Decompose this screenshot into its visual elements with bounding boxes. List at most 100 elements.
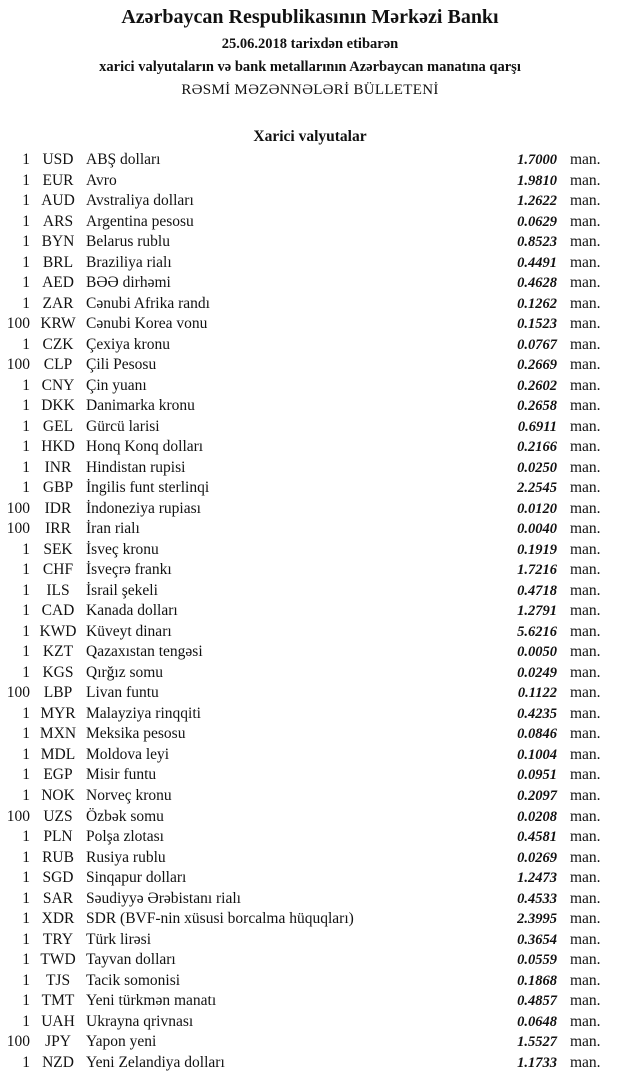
currency-name-cell: İran rialı (86, 520, 140, 538)
currency-name-cell: İsrail şekeli (86, 581, 158, 599)
currency-name-cell: Livan funtu (86, 684, 159, 702)
amount-cell: 1 (22, 233, 30, 251)
rate-value-cell: 0.4533 (517, 890, 557, 907)
unit-cell: man. (570, 540, 601, 558)
rate-value-cell: 2.2545 (517, 480, 557, 497)
amount-cell: 1 (22, 745, 30, 763)
currency-name-cell: Çili Pesosu (86, 356, 157, 374)
rate-row: 1 AED BƏƏ dirhəmi 0.4628 man. (0, 273, 620, 294)
unit-cell: man. (570, 622, 601, 640)
rate-row: 1 DKK Danimarka kronu 0.2658 man. (0, 396, 620, 417)
currency-code-cell: JPY (45, 1033, 71, 1051)
currency-name-cell: Gürcü larisi (86, 417, 160, 435)
currency-code-cell: LBP (43, 684, 73, 702)
unit-cell: man. (570, 397, 601, 415)
unit-cell: man. (570, 745, 601, 763)
amount-cell: 1 (22, 540, 30, 558)
currency-code-cell: UZS (43, 807, 73, 825)
rate-value-cell: 0.0951 (517, 767, 557, 784)
rate-row: 1 SAR Səudiyyə Ərəbistanı rialı 0.4533 man. (0, 889, 620, 910)
rate-row: 1 TMT Yeni türkmən manatı 0.4857 man. (0, 991, 620, 1012)
rate-row: 100 KRW Cənubi Korea vonu 0.1523 man. (0, 314, 620, 335)
rate-value-cell: 0.4235 (517, 705, 557, 722)
rate-value-cell: 0.6911 (517, 418, 557, 435)
currency-code-cell: NZD (42, 1053, 74, 1071)
rate-value-cell: 1.2791 (517, 603, 557, 620)
unit-cell: man. (570, 274, 601, 292)
amount-cell: 1 (22, 643, 30, 661)
rate-row: 100 LBP Livan funtu 0.1122 man. (0, 683, 620, 704)
currency-code-cell: CLP (43, 356, 73, 374)
unit-cell: man. (570, 786, 601, 804)
currency-name-cell: Türk lirəsi (86, 930, 151, 948)
unit-cell: man. (570, 499, 601, 517)
currency-name-cell: Danimarka kronu (86, 397, 195, 415)
unit-cell: man. (570, 171, 601, 189)
unit-cell: man. (570, 294, 601, 312)
currency-name-cell: Hindistan rupisi (86, 458, 186, 476)
currency-code-cell: ARS (42, 212, 74, 230)
currency-name-cell: Çexiya kronu (86, 335, 170, 353)
currency-name-cell: Meksika pesosu (86, 725, 186, 743)
rate-value-cell: 0.4718 (517, 582, 557, 599)
unit-cell: man. (570, 458, 601, 476)
bulletin-title: RƏSMİ MƏZƏNNƏLƏRİ BÜLLETENİ (181, 82, 439, 98)
unit-cell: man. (570, 684, 601, 702)
currency-code-cell: MDL (40, 745, 76, 763)
currency-code-cell: TMT (41, 992, 75, 1010)
amount-cell: 1 (22, 397, 30, 415)
document-title: Azərbaycan Respublikasının Mərkəzi Bankı (121, 6, 499, 28)
rate-row: 1 BYN Belarus rublu 0.8523 man. (0, 232, 620, 253)
rate-value-cell: 0.1262 (517, 295, 557, 312)
amount-cell: 100 (6, 356, 30, 374)
currency-code-cell: TRY (42, 930, 74, 948)
amount-cell: 1 (22, 1012, 30, 1030)
unit-cell: man. (570, 1033, 601, 1051)
rate-value-cell: 0.4628 (517, 275, 557, 292)
rate-row: 100 IDR İndoneziya rupiası 0.0120 man. (0, 499, 620, 520)
amount-cell: 1 (22, 561, 30, 579)
currency-name-cell: SDR (BVF-nin xüsusi borcalma hüquqları) (86, 910, 354, 928)
rate-value-cell: 0.0250 (517, 459, 557, 476)
currency-name-cell: Tacik somonisi (86, 971, 181, 989)
rate-row: 1 KGS Qırğız somu 0.0249 man. (0, 663, 620, 684)
currency-code-cell: IDR (44, 499, 72, 517)
currency-code-cell: AUD (41, 192, 75, 210)
rate-value-cell: 0.0846 (517, 726, 557, 743)
rate-row: 1 AUD Avstraliya dolları 1.2622 man. (0, 191, 620, 212)
amount-cell: 1 (22, 910, 30, 928)
currency-code-cell: HKD (41, 438, 75, 456)
amount-cell: 1 (22, 294, 30, 312)
currency-code-cell: SGD (42, 869, 74, 887)
currency-name-cell: Ukrayna qrivnası (86, 1012, 194, 1030)
currency-code-cell: KRW (40, 315, 76, 333)
rate-row: 100 UZS Özbək somu 0.0208 man. (0, 807, 620, 828)
amount-cell: 1 (22, 335, 30, 353)
currency-code-cell: IRR (45, 520, 71, 538)
amount-cell: 1 (22, 1053, 30, 1071)
unit-cell: man. (570, 807, 601, 825)
unit-cell: man. (570, 725, 601, 743)
currency-code-cell: KGS (42, 663, 74, 681)
currency-code-cell: MYR (40, 704, 76, 722)
currency-code-cell: EGP (43, 766, 73, 784)
rate-value-cell: 0.0629 (517, 213, 557, 230)
rate-value-cell: 0.1004 (517, 746, 557, 763)
currency-code-cell: UAH (41, 1012, 75, 1030)
currency-name-cell: Qırğız somu (86, 663, 164, 681)
rate-value-cell: 0.0249 (517, 664, 557, 681)
rate-value-cell: 0.0040 (517, 521, 557, 538)
amount-cell: 1 (22, 171, 30, 189)
rate-value-cell: 0.0648 (517, 1013, 557, 1030)
rate-row: 1 TJS Tacik somonisi 0.1868 man. (0, 971, 620, 992)
unit-cell: man. (570, 520, 601, 538)
currency-name-cell: Çin yuanı (86, 376, 147, 394)
amount-cell: 1 (22, 438, 30, 456)
currency-name-cell: Kanada dolları (86, 602, 178, 620)
section-title: Xarici valyutalar (253, 128, 367, 145)
amount-cell: 1 (22, 992, 30, 1010)
unit-cell: man. (570, 663, 601, 681)
amount-cell: 1 (22, 848, 30, 866)
rate-row: 1 SEK İsveç kronu 0.1919 man. (0, 540, 620, 561)
currency-name-cell: BƏƏ dirhəmi (86, 274, 171, 292)
